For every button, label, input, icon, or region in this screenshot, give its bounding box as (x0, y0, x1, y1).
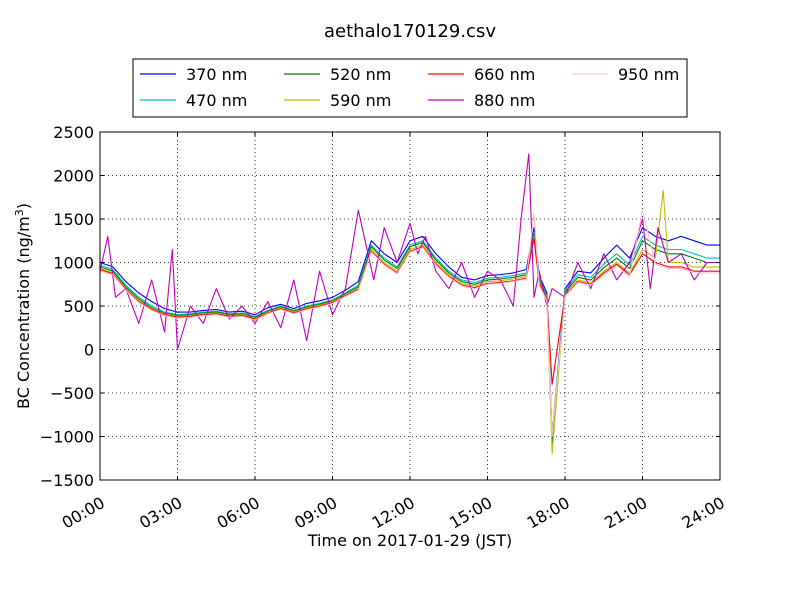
y-axis-label-main: BC Concentration (ng/m (14, 216, 33, 409)
y-tick-labels: −1500 −1000 −500 0 500 1000 1500 2000 2500 (40, 123, 94, 490)
y-tick-label: −1500 (40, 471, 94, 490)
y-tick-label: 500 (63, 297, 94, 316)
y-tick-label: −1000 (40, 428, 94, 447)
legend-label-470-nm: 470 nm (186, 91, 247, 110)
series-line-370-nm (99, 227, 720, 438)
y-axis-label-superscript: 3 (13, 209, 26, 216)
legend-label-950-nm: 950 nm (618, 65, 679, 84)
y-tick-label: 2500 (53, 123, 94, 142)
series-line-590-nm (99, 189, 720, 455)
legend-label-370-nm: 370 nm (186, 65, 247, 84)
y-axis-label-tail: ) (14, 203, 33, 209)
y-tick-label: 1500 (53, 210, 94, 229)
legend: 370 nm 470 nm 520 nm 590 nm 660 nm 880 nm 950 … (132, 58, 688, 118)
y-tick-label: 0 (84, 341, 94, 360)
ticks (99, 131, 721, 481)
legend-label-660-nm: 660 nm (474, 65, 535, 84)
series-layer (99, 153, 720, 455)
legend-label-880-nm: 880 nm (474, 91, 535, 110)
legend-label-590-nm: 590 nm (330, 91, 391, 110)
legend-label-520-nm: 520 nm (330, 65, 391, 84)
series-line-880-nm (99, 153, 720, 351)
series-line-660-nm (99, 237, 720, 385)
x-axis-label: Time on 2017-01-29 (JST) (307, 531, 512, 550)
legend-box (132, 58, 688, 118)
y-axis-label: BC Concentration (ng/m3) (13, 203, 33, 409)
series-line-950-nm (99, 209, 720, 438)
y-tick-label: 2000 (53, 167, 94, 186)
y-tick-label: −500 (50, 384, 94, 403)
y-tick-label: 1000 (53, 254, 94, 273)
chart-title: aethalo170129.csv (324, 21, 496, 42)
